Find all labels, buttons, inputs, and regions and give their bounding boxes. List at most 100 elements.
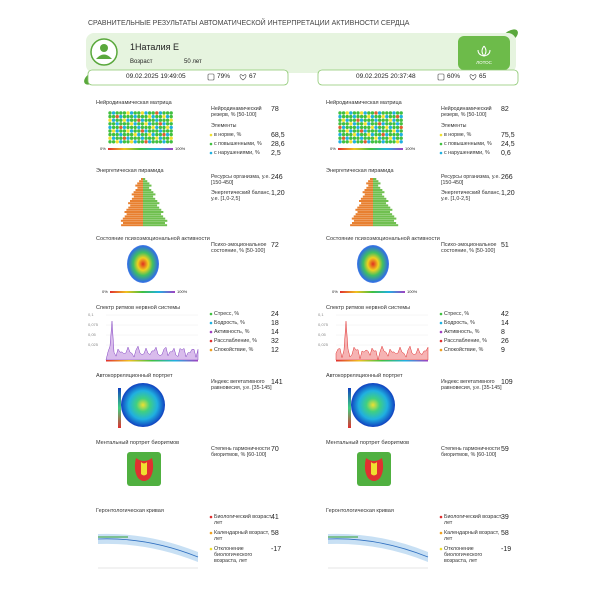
matrix-cell: [165, 111, 170, 115]
brain-map: [357, 245, 389, 283]
matrix-cell: [345, 125, 349, 130]
matrix-cell: [352, 122, 357, 126]
pyramid-right: [143, 213, 162, 216]
matrix-cell: [385, 140, 389, 144]
matrix-cell: [352, 114, 357, 119]
bullet: [439, 339, 443, 343]
matrix-cell: [151, 132, 155, 137]
matrix-cell: [385, 118, 389, 122]
matrix-cell: [126, 136, 130, 140]
matrix-cell: [381, 114, 385, 119]
matrix-cell: [158, 129, 163, 133]
matrix-cell: [374, 136, 378, 140]
section-title: Состояние психоэмоциональной активности: [96, 236, 210, 242]
matrix-cell: [133, 122, 137, 126]
matrix-cell: [345, 118, 349, 122]
matrix-cell: [147, 114, 152, 119]
bullet: [439, 151, 443, 155]
matrix-cell: [388, 114, 393, 119]
matrix-cell: [338, 129, 342, 133]
row-label: Элементы: [211, 123, 237, 129]
matrix-cell: [133, 140, 137, 144]
row-label: Ресурсы организма, у.е. [150-450]: [441, 174, 500, 186]
row-label: Календарный возраст, лет: [214, 530, 270, 542]
matrix-cell: [374, 132, 378, 137]
matrix-cell: [392, 111, 396, 115]
matrix-cell: [399, 132, 403, 137]
mental-core: [141, 462, 147, 476]
matrix-cell: [122, 111, 127, 115]
matrix-cell: [155, 140, 159, 144]
matrix-cell: [395, 132, 400, 137]
pyramid-right: [373, 211, 391, 213]
matrix-cell: [129, 129, 134, 133]
pyramid-left: [137, 182, 143, 185]
scale-min: 0%: [102, 289, 108, 294]
row-value: 1,20: [271, 190, 285, 197]
pyramid-right: [373, 208, 393, 211]
matrix-cell: [111, 136, 116, 140]
pyramid-left: [139, 180, 143, 183]
pyramid-right: [373, 184, 379, 187]
matrix-cell: [367, 111, 371, 115]
matrix-cell: [151, 114, 155, 119]
matrix-cell: [137, 132, 141, 137]
matrix-cell: [399, 118, 403, 122]
matrix-cell: [352, 111, 357, 115]
matrix-cell: [349, 118, 353, 122]
matrix-cell: [119, 122, 123, 126]
geronto-band: [328, 533, 428, 562]
row-value: 41: [271, 514, 279, 521]
tick-label: 0,1: [318, 312, 324, 317]
matrix-cell: [155, 118, 159, 122]
matrix-cell: [338, 118, 342, 122]
bullet: [209, 339, 213, 343]
matrix-cell: [363, 132, 367, 137]
row-value: -17: [271, 546, 282, 553]
row-value: 51: [501, 242, 509, 249]
bullet: [439, 515, 443, 519]
pyramid-right: [143, 189, 152, 191]
row-label: Стресс, %: [214, 311, 240, 317]
matrix-cell: [119, 114, 123, 119]
matrix-cell: [111, 140, 116, 144]
matrix-cell: [155, 111, 159, 115]
pyramid-right: [373, 200, 389, 202]
avatar-body: [96, 54, 112, 59]
bullet: [209, 312, 213, 316]
matrix-cell: [165, 125, 170, 130]
row-label: Спокойствие, %: [214, 347, 254, 353]
color-bar: [348, 388, 351, 428]
matrix-cell: [356, 111, 360, 115]
matrix-cell: [370, 132, 375, 137]
geronto-band: [98, 533, 198, 562]
matrix-cell: [119, 125, 123, 130]
row-value: 109: [501, 379, 513, 386]
pyramid-right: [143, 180, 148, 183]
scale-min: 0%: [330, 146, 336, 151]
matrix-cell: [169, 122, 173, 126]
matrix-cell: [122, 129, 127, 133]
matrix-cell: [356, 122, 360, 126]
row-value: 8: [501, 329, 505, 336]
row-value: 26: [501, 338, 509, 345]
matrix-cell: [367, 132, 371, 137]
matrix-cell: [349, 122, 353, 126]
matrix-cell: [395, 129, 400, 133]
matrix-cell: [158, 114, 163, 119]
pyramid-left: [362, 191, 373, 194]
row-label: Расслабление, %: [214, 338, 257, 344]
matrix-cell: [392, 118, 396, 122]
auto-portrait: [351, 383, 395, 427]
mental-core: [371, 462, 377, 476]
matrix-cell: [356, 136, 360, 140]
matrix-cell: [111, 132, 116, 137]
pyramid-right: [373, 206, 391, 209]
row-label: Расслабление, %: [444, 338, 487, 344]
matrix-cell: [133, 136, 137, 140]
matrix-cell: [108, 132, 112, 137]
scale-max: 100%: [407, 289, 418, 294]
row-label: Календарный возраст, лет: [444, 530, 500, 542]
matrix-cell: [363, 125, 367, 130]
row-label: Ресурсы организма, у.е. [150-450]: [211, 174, 270, 186]
